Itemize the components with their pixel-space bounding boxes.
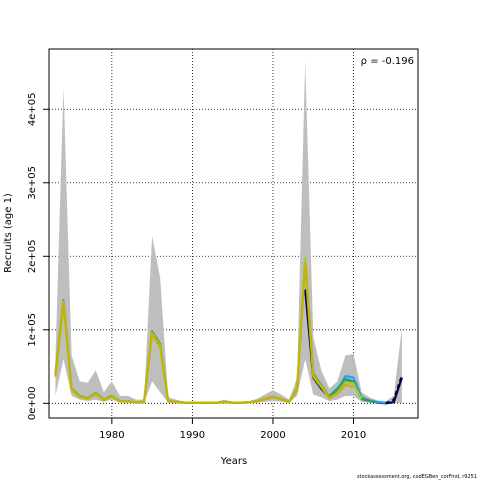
x-tick-label: 2000 xyxy=(260,430,285,441)
y-tick-label: 1e+05 xyxy=(27,313,38,347)
y-tick-label: 3e+05 xyxy=(27,166,38,200)
projection-line xyxy=(385,375,403,405)
y-axis-ticks: 0e+00 1e+05 2e+05 3e+05 4e+05 xyxy=(27,92,49,420)
series-layer xyxy=(54,256,403,405)
y-tick-label: 2e+05 xyxy=(27,239,38,273)
x-tick-label: 1980 xyxy=(99,430,124,441)
y-tick-label: 4e+05 xyxy=(27,92,38,126)
footer-credit: stockassessment.org, codEGBen_corFind, r… xyxy=(357,474,477,480)
y-tick-label: 0e+00 xyxy=(27,386,38,420)
plot-frame xyxy=(48,48,419,419)
correlation-annotation: ρ = -0.196 xyxy=(361,56,414,67)
x-tick-label: 2010 xyxy=(341,430,366,441)
x-axis-label: Years xyxy=(220,456,247,467)
y-axis-label: Recruits (age 1) xyxy=(3,193,14,273)
series-line-6 xyxy=(54,262,354,404)
x-tick-label: 1990 xyxy=(180,430,205,441)
x-axis-ticks: 1980 1990 2000 2010 xyxy=(99,418,366,441)
